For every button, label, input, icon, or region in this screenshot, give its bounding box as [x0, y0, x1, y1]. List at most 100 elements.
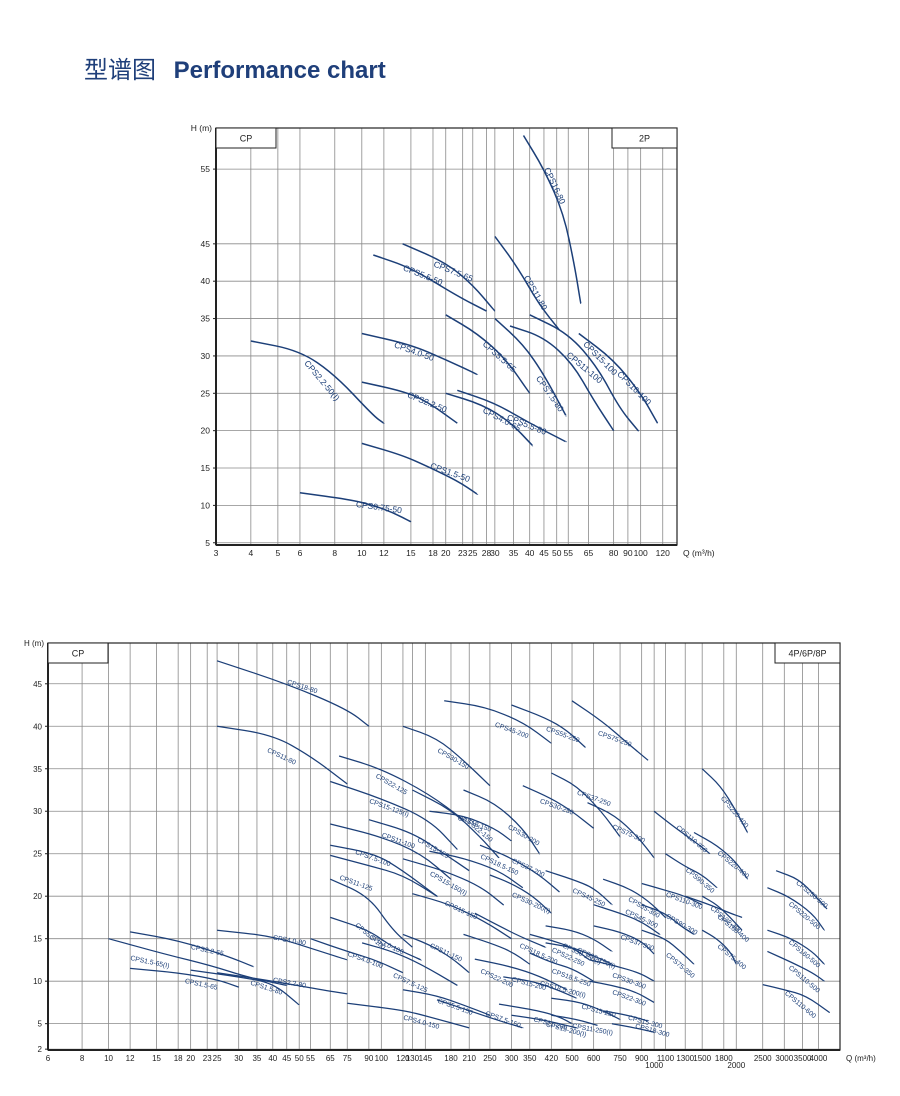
curve-cps132-400 [684, 895, 743, 919]
curve-cps90-350 [665, 853, 718, 889]
curve-cps15-200 [474, 958, 568, 991]
curve-cps5-5-50 [373, 254, 487, 312]
curve-cps2-2-50-i- [250, 340, 385, 424]
curve-cps37-250-i- [545, 925, 613, 953]
curve-label: CPS110-350 [674, 824, 708, 854]
y-tick-label: 45 [201, 239, 211, 249]
curve-cps7-5-80 [494, 318, 567, 417]
curve-cps4-0-50 [361, 332, 479, 376]
curve-cps18-5-150 [429, 850, 524, 889]
curve-label: CPS11-150 [429, 943, 464, 964]
curve-cps75-250 [571, 700, 649, 761]
x-tick-label: 4000 [809, 1054, 827, 1063]
curve-cps18-5-250 [529, 952, 594, 982]
curve-cps160-500 [767, 929, 825, 965]
curve-label: CPS90-350 [684, 867, 716, 895]
corner-box-right [774, 642, 841, 664]
x-tick-label: 30 [234, 1054, 243, 1063]
curve-label: CPS15-150 [443, 900, 478, 921]
x-tick-label: 100 [375, 1054, 389, 1063]
x-tick-label: 210 [463, 1054, 477, 1063]
x-tick-label: 75 [343, 1054, 352, 1063]
x-tick-label: 55 [564, 548, 574, 558]
x-tick-label: 23 [458, 548, 468, 558]
curve-cps75-400 [701, 929, 737, 965]
curve-label: CPS37-300 [619, 934, 655, 953]
curve-label: CPS30-250 [539, 798, 575, 817]
x-tick-label: 1500 [693, 1054, 711, 1063]
curve-cps30-150 [402, 725, 491, 787]
curve-cps4-0-150 [347, 1002, 470, 1029]
y-tick-label: 20 [33, 892, 42, 901]
curve-cps110-350 [653, 810, 711, 855]
curve-cps7-5-150 [436, 999, 524, 1029]
curve-label: CPS1.5-65 [184, 978, 218, 992]
curve-cps30-300 [589, 959, 655, 982]
curve-label: CPS4.0-80 [272, 935, 306, 948]
curve-cps15-150 [412, 893, 512, 940]
curve-cps1-5-80 [190, 969, 300, 1006]
corner-box-left [215, 127, 277, 149]
x-tick-label: 50 [552, 548, 562, 558]
page-title-cn: 型谱图 [84, 56, 156, 84]
x-tick-label: 1000 [645, 1061, 663, 1070]
curve-cps45-200 [444, 700, 553, 744]
curve-cps90-300 [641, 904, 695, 936]
x-tick-label: 12 [126, 1054, 135, 1063]
curve-cps11-200 [498, 1003, 573, 1025]
x-axis-unit: Q (m³/h) [846, 1054, 876, 1063]
curve-cps15-200-i- [511, 1014, 577, 1029]
x-tick-label: 45 [539, 548, 549, 558]
x-tick-label: 25 [213, 1054, 222, 1063]
x-tick-label: 600 [587, 1054, 601, 1063]
curve-cps4-0-80 [217, 929, 348, 961]
y-tick-label: 25 [201, 388, 211, 398]
x-tick-label: 120 [656, 548, 670, 558]
curve-cps15-150-i- [402, 858, 504, 906]
x-tick-label: 20 [441, 548, 451, 558]
curve-cps15-300 [602, 1010, 649, 1022]
curve-cps220-400 [693, 831, 749, 880]
curve-cps7-5-125 [361, 942, 458, 986]
curve-cps220-500 [767, 887, 825, 931]
x-tick-label: 130 [406, 1054, 420, 1063]
curve-cps18-5-200-i- [503, 976, 578, 999]
x-tick-label: 4 [248, 548, 253, 558]
curve-cps30-200-i- [489, 874, 552, 914]
corner-label-right: 2P [639, 134, 650, 144]
x-tick-label: 30 [490, 548, 500, 558]
curve-cps30-250 [522, 785, 594, 829]
x-tick-label: 3000 [775, 1054, 793, 1063]
curve-cps75-350 [641, 929, 695, 965]
x-tick-label: 8 [80, 1054, 85, 1063]
y-tick-label: 30 [201, 351, 211, 361]
x-tick-label: 35 [509, 548, 519, 558]
curve-cps7-5-100 [330, 844, 438, 897]
x-tick-label: 1300 [676, 1054, 694, 1063]
corner-label-left: CP [240, 134, 253, 144]
x-tick-label: 28 [482, 548, 492, 558]
curve-cps5-5-80 [457, 389, 567, 443]
corner-label-right: 4P/6P/8P [788, 649, 826, 659]
curve-cps55-300 [602, 878, 667, 919]
curve-label: CPS4.0-100 [347, 951, 384, 970]
curve-cps11-80 [217, 725, 348, 785]
curve-cps22-200 [463, 933, 531, 965]
x-tick-label: 35 [252, 1054, 261, 1063]
curve-cps4-0-65 [445, 392, 534, 447]
curve-cps1-5-65-i- [108, 938, 288, 987]
curve-cps18-150 [429, 810, 512, 842]
y-tick-label: 2 [38, 1045, 43, 1054]
curve-cps110-500 [767, 950, 825, 982]
curve-cps0-75-50 [299, 491, 412, 523]
x-tick-label: 20 [186, 1054, 195, 1063]
curve-cps18-5-200 [474, 912, 547, 948]
curve-cps37-200 [479, 844, 560, 893]
curve-label: CPS250-500 [794, 880, 828, 911]
curve-label: CPS18-80 [286, 679, 318, 695]
curve-cps1-5-65 [130, 967, 239, 988]
curve-cps11-100 [509, 325, 615, 432]
curve-cps15-250 [551, 997, 621, 1021]
x-tick-label: 15 [152, 1054, 161, 1063]
x-tick-label: 25 [468, 548, 478, 558]
